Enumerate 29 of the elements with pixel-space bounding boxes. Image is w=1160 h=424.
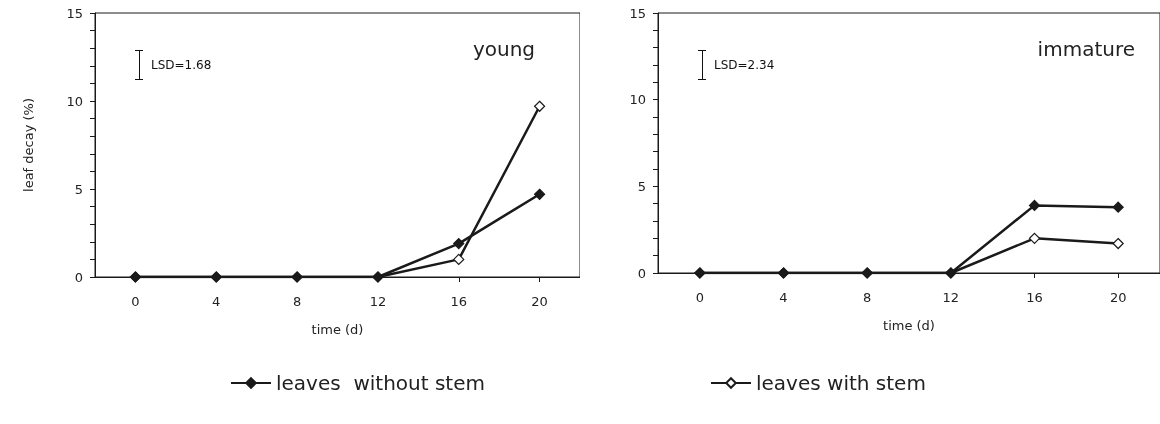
y-tick-label: 5 bbox=[637, 178, 646, 194]
legend-label: leaves with stem bbox=[756, 371, 926, 395]
y-tick-label: 5 bbox=[74, 181, 83, 197]
x-tick-label: 0 bbox=[131, 294, 140, 309]
x-tick-label: 16 bbox=[1026, 290, 1043, 305]
x-tick-label: 20 bbox=[1109, 290, 1127, 305]
text: immature bbox=[1037, 37, 1136, 61]
y-tick-label: 0 bbox=[637, 265, 646, 281]
x-tick-label: 8 bbox=[292, 294, 302, 309]
x-tick-label: 12 bbox=[369, 294, 387, 309]
legend-label: leaves without stem bbox=[276, 371, 485, 395]
x-axis-title: time (d) bbox=[883, 318, 935, 333]
text: young bbox=[472, 37, 536, 61]
y-tick-label: 10 bbox=[629, 92, 646, 108]
x-tick-label: 8 bbox=[863, 290, 872, 305]
annotation: LSD=1.68 bbox=[151, 58, 212, 72]
x-tick-label: 12 bbox=[942, 290, 960, 305]
y-tick-label: 0 bbox=[74, 269, 83, 285]
annotation: LSD=2.34 bbox=[714, 58, 775, 72]
y-tick-label: 15 bbox=[66, 5, 83, 21]
x-tick-label: 4 bbox=[212, 294, 221, 309]
x-tick-label: 0 bbox=[695, 290, 704, 305]
y-tick-label: 10 bbox=[66, 93, 83, 109]
x-tick-label: 20 bbox=[531, 294, 548, 309]
x-tick-label: 16 bbox=[450, 294, 468, 309]
y-axis-title: leaf decay (%) bbox=[21, 98, 36, 192]
x-tick-label: 4 bbox=[779, 290, 788, 305]
y-tick-label: 15 bbox=[629, 5, 646, 21]
x-axis-title: time (d) bbox=[311, 322, 364, 337]
